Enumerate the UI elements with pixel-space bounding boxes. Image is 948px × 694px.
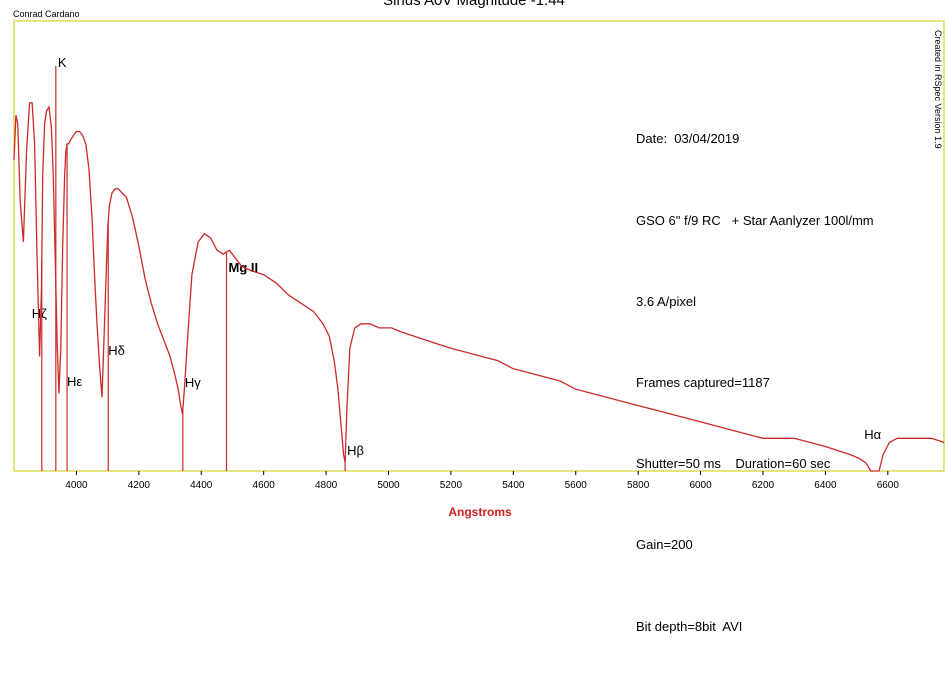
- marker-label-2: Hε: [67, 374, 82, 389]
- chart-title: Sirius A0V Magnitude -1.44: [383, 0, 565, 9]
- x-tick-label-13: 6600: [877, 480, 900, 491]
- info-shutter: Shutter=50 ms Duration=60 sec: [636, 456, 831, 472]
- x-tick-label-12: 6400: [814, 480, 837, 491]
- x-tick-label-8: 5600: [565, 480, 588, 491]
- marker-label-1: K: [58, 55, 67, 70]
- info-bitdepth: Bit depth=8bit AVI: [636, 618, 743, 634]
- x-tick-label-11: 6200: [752, 480, 775, 491]
- info-gain: Gain=200: [636, 537, 693, 553]
- x-tick-label-0: 4000: [65, 480, 88, 491]
- marker-label-0: Hζ: [32, 306, 47, 321]
- x-tick-label-3: 4600: [253, 480, 276, 491]
- x-tick-label-9: 5800: [627, 480, 650, 491]
- x-tick-label-2: 4400: [190, 480, 213, 491]
- plot-frame: [13, 20, 945, 472]
- marker-label-4: Hγ: [185, 375, 201, 390]
- x-axis-label: Angstroms: [448, 505, 512, 519]
- info-date: Date: 03/04/2019: [636, 131, 740, 147]
- x-tick-label-5: 5000: [377, 480, 400, 491]
- x-axis-ticks: 4000 4200 4400 4600 4800 5000 5200 5400 5600 5800…: [65, 471, 899, 491]
- marker-label-7: Hα: [864, 427, 881, 442]
- info-telescope: GSO 6" f/9 RC + Star Aanlyzer 100l/mm: [636, 212, 874, 228]
- spectrum-line: [13, 102, 945, 472]
- author-label: Conrad Cardano: [13, 9, 80, 19]
- observation-info: Date: 03/04/2019 GSO 6" f/9 RC + Star Aa…: [636, 71, 874, 694]
- x-tick-label-7: 5400: [502, 480, 525, 491]
- info-frames: Frames captured=1187: [636, 375, 770, 391]
- x-tick-label-4: 4800: [315, 480, 338, 491]
- info-dispersion: 3.6 A/pixel: [636, 293, 696, 309]
- x-tick-label-6: 5200: [440, 480, 463, 491]
- marker-label-6: Hβ: [347, 443, 364, 458]
- marker-label-3: Hδ: [108, 343, 125, 358]
- x-tick-label-10: 6000: [689, 480, 712, 491]
- spectrum-chart: Sirius A0V Magnitude -1.44 Conrad Cardan…: [13, 0, 945, 634]
- x-tick-label-1: 4200: [128, 480, 151, 491]
